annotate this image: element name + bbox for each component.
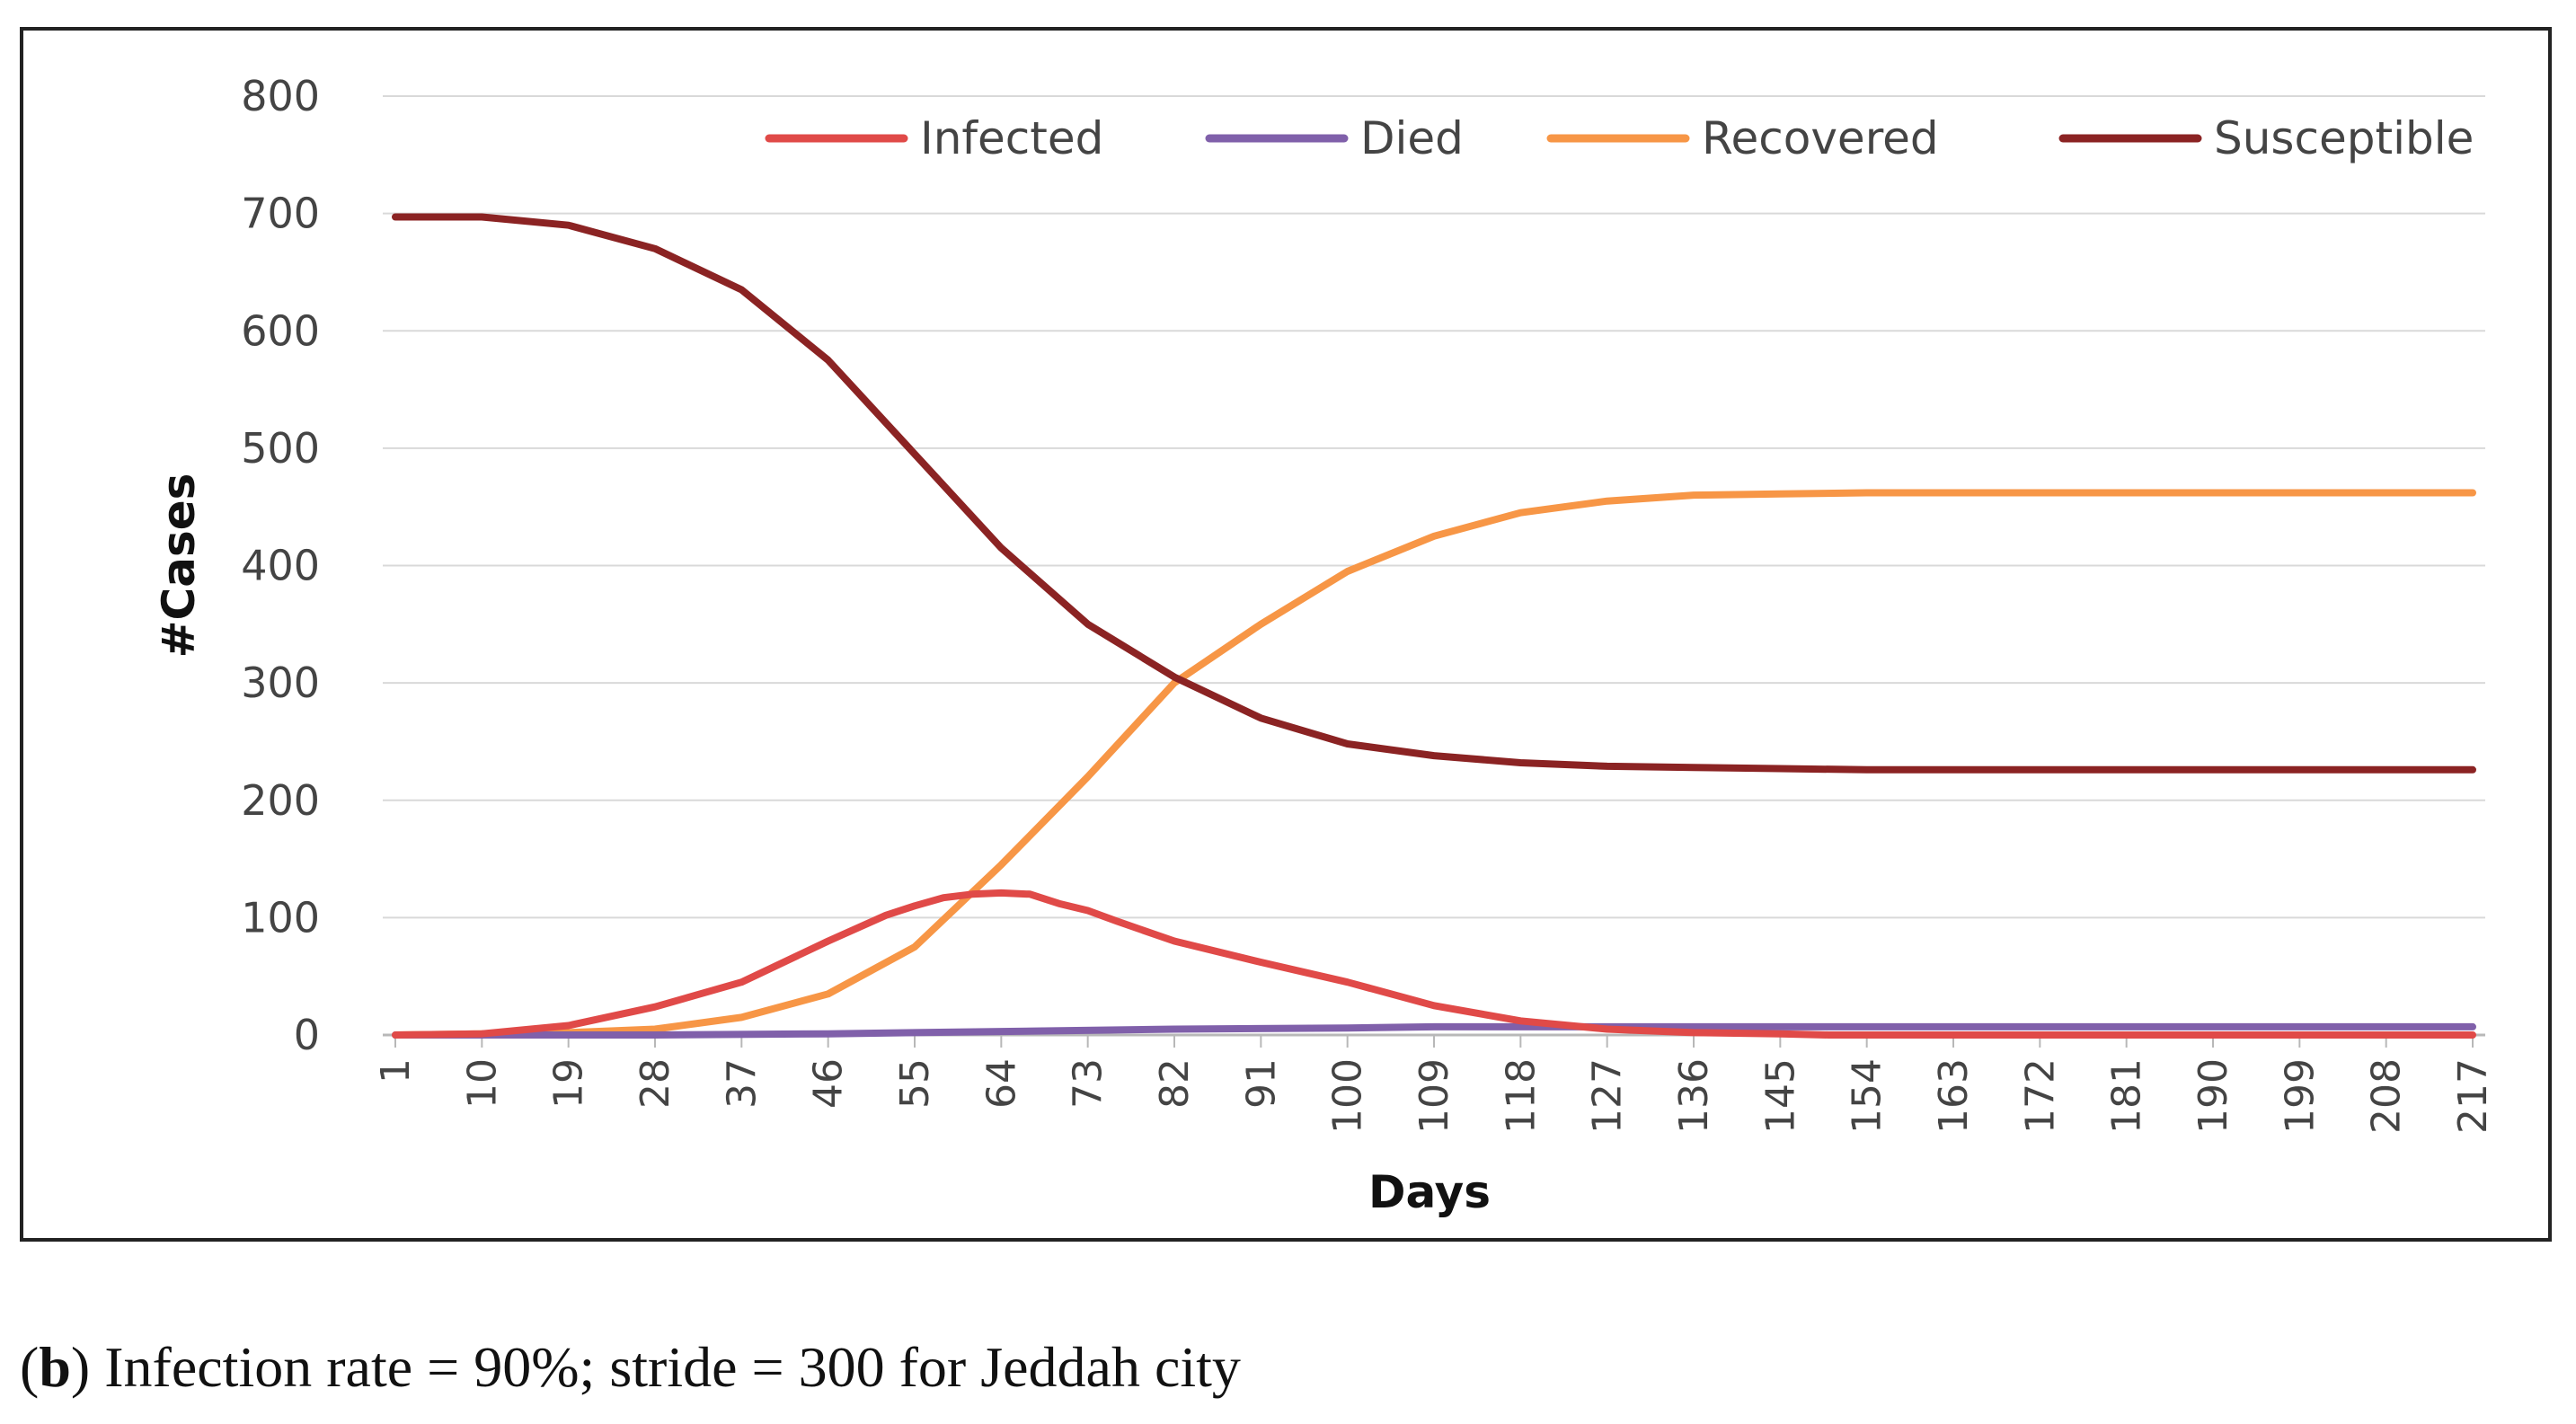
figure-caption: (b) Infection rate = 90%; stride = 300 f…: [20, 1335, 1241, 1399]
x-tick-label: 100: [1325, 1058, 1371, 1134]
caption-label: b: [39, 1335, 71, 1399]
x-tick-label: 10: [459, 1058, 505, 1109]
x-tick-label: 154: [1845, 1058, 1890, 1134]
y-axis-ticks: 0 100 200 300 400 500 600 700 800: [241, 72, 320, 1059]
x-tick-label: 37: [719, 1058, 765, 1109]
x-tick-label: 181: [2104, 1058, 2150, 1134]
series-line-recovered: [392, 489, 2476, 1039]
y-tick-label: 0: [294, 1011, 320, 1059]
x-tick-label: 145: [1757, 1058, 1803, 1134]
x-axis-ticks: 1 10 19 28 37 46 55 64 73 82 91 100 109 118 127 136 145 1…: [373, 1035, 2496, 1134]
legend-label-died: Died: [1360, 112, 1464, 164]
x-tick-label: 190: [2191, 1058, 2236, 1134]
x-tick-label: 55: [892, 1058, 938, 1109]
x-axis-title: Days: [1368, 1166, 1491, 1218]
x-tick-label: 118: [1498, 1058, 1544, 1134]
x-tick-label: 199: [2277, 1058, 2323, 1134]
x-tick-label: 172: [2017, 1058, 2063, 1134]
x-tick-label: 82: [1152, 1058, 1198, 1109]
x-tick-label: 208: [2364, 1058, 2410, 1134]
series-line-infected: [392, 889, 2476, 1039]
x-tick-label: 73: [1066, 1058, 1111, 1109]
series-lines: [392, 213, 2476, 1039]
line-chart: 0 100 200 300 400 500 600 700 800 1 10 19 28 37 46 55 6…: [153, 72, 2496, 1218]
legend-label-susceptible: Susceptible: [2214, 112, 2474, 164]
x-tick-label: 19: [546, 1058, 592, 1109]
legend: Infected Died Recovered Susceptible: [765, 112, 2474, 164]
x-tick-label: 91: [1238, 1058, 1284, 1109]
x-tick-label: 136: [1671, 1058, 1717, 1134]
x-tick-label: 46: [806, 1058, 852, 1109]
y-tick-label: 100: [241, 893, 320, 942]
y-tick-label: 800: [241, 72, 320, 120]
x-tick-label: 109: [1412, 1058, 1457, 1134]
y-tick-label: 600: [241, 306, 320, 355]
legend-label-infected: Infected: [920, 112, 1103, 164]
y-tick-label: 300: [241, 659, 320, 707]
y-tick-label: 400: [241, 542, 320, 590]
x-tick-label: 1: [373, 1058, 419, 1083]
y-tick-label: 700: [241, 190, 320, 238]
x-tick-label: 217: [2450, 1058, 2496, 1134]
x-tick-label: 127: [1585, 1058, 1631, 1134]
y-tick-label: 200: [241, 776, 320, 825]
y-tick-label: 500: [241, 424, 320, 473]
x-tick-label: 28: [633, 1058, 678, 1109]
caption-text: Infection rate = 90%; stride = 300 for J…: [104, 1335, 1241, 1399]
legend-label-recovered: Recovered: [1702, 112, 1939, 164]
gridlines: [383, 95, 2485, 919]
chart-frame: 0 100 200 300 400 500 600 700 800 1 10 19 28 37 46 55 6…: [20, 27, 2552, 1242]
x-tick-label: 163: [1931, 1058, 1977, 1134]
x-tick-label: 64: [978, 1058, 1024, 1109]
y-axis-title: #Cases: [153, 473, 205, 659]
series-line-susceptible: [392, 213, 2476, 774]
